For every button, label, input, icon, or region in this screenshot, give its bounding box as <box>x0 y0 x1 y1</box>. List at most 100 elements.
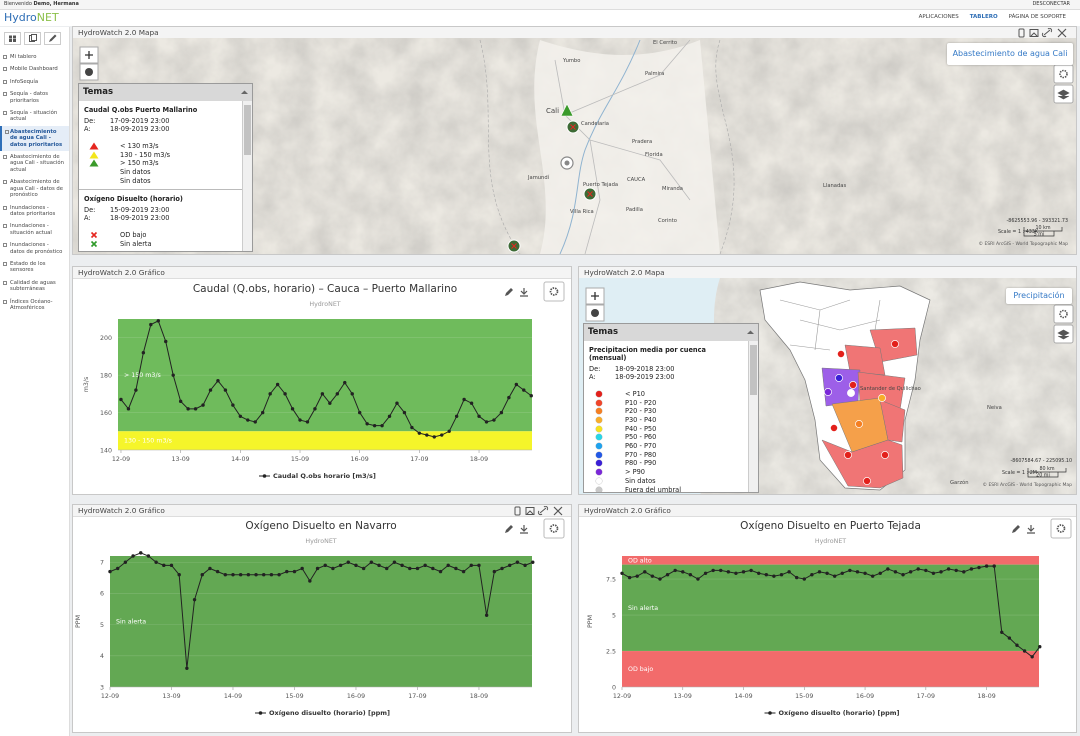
map-coords: -8607584.67 - 225095.10 <box>1011 458 1072 464</box>
panel-tools[interactable] <box>509 506 571 516</box>
band-label: > 150 m3/s <box>124 372 161 379</box>
x-tick-label: 13-09 <box>674 693 692 700</box>
basin-marker[interactable] <box>844 451 852 459</box>
plus-icon <box>85 51 93 59</box>
tool-button[interactable] <box>44 32 61 45</box>
spacer <box>589 382 744 390</box>
caret <box>241 90 248 94</box>
legend-item: Sin alerta <box>88 239 238 248</box>
basin-marker[interactable] <box>849 381 857 389</box>
legend-symbol-box <box>89 159 99 167</box>
map-layer-link[interactable]: Abastecimiento de agua Cali <box>947 43 1073 65</box>
spacer <box>84 223 238 231</box>
series-line <box>119 319 533 439</box>
menu-item[interactable]: Índices Océano-Atmosféricos <box>0 296 69 315</box>
chart-panel: HydroWatch 2.0 Gráfico Oxígeno Disuelto … <box>72 504 572 733</box>
basin-marker[interactable] <box>863 477 871 485</box>
x-tick-label: 18-09 <box>470 693 488 700</box>
panel-tools[interactable] <box>1013 28 1075 38</box>
user-name: Demo, Hermana <box>33 1 79 7</box>
y-tick-label: 160 <box>100 410 112 417</box>
basin-marker[interactable] <box>830 424 838 432</box>
menu-item[interactable]: Abastecimiento de agua Cali - situación … <box>0 151 69 176</box>
download-icon[interactable] <box>520 525 528 534</box>
bands <box>622 556 1039 687</box>
menu-item[interactable]: Abastecimiento de agua Cali - datos prio… <box>0 125 69 152</box>
basin-marker[interactable] <box>837 350 845 358</box>
download-icon[interactable] <box>520 288 528 297</box>
x-tick-label: 17-09 <box>408 693 426 700</box>
layers-icon <box>1057 89 1070 100</box>
menu-item[interactable]: Mobile Dashboard <box>0 63 69 75</box>
menu-item[interactable]: Mi tablero <box>0 51 69 63</box>
scrollbar[interactable] <box>242 101 252 251</box>
basin-marker[interactable] <box>847 389 855 397</box>
settings-button[interactable] <box>543 518 565 539</box>
menu-item[interactable]: Inundaciones - datos prioritarios <box>0 202 69 221</box>
map-tool-button[interactable] <box>1053 304 1074 324</box>
legend-item: P20 - P30 <box>593 407 744 416</box>
date-value: 18-09-2018 23:00 <box>615 365 675 373</box>
menu-item[interactable]: Abastecimiento de agua Cali - datos de p… <box>0 176 69 201</box>
date-value: 17-09-2019 23:00 <box>110 117 170 125</box>
basin-marker[interactable] <box>878 394 886 402</box>
basin-marker[interactable] <box>881 451 889 459</box>
menu-item[interactable]: Calidad de aguas subterráneas <box>0 277 69 296</box>
menu-icon <box>3 67 7 72</box>
map-layer-link[interactable]: Precipitación <box>1006 288 1072 304</box>
legend-symbol <box>595 451 603 459</box>
edit-icon[interactable] <box>505 288 513 296</box>
caret <box>747 330 754 334</box>
tool-button[interactable] <box>24 32 41 45</box>
nav-link[interactable]: PÁGINA DE SOPORTE <box>1008 14 1066 20</box>
legend-label[interactable]: Oxígeno disuelto (horario) [ppm] <box>779 709 900 717</box>
legend-item: P80 - P90 <box>593 459 744 468</box>
logout-link[interactable]: DESCONECTAR <box>1032 1 1070 7</box>
basin-marker[interactable] <box>855 420 863 428</box>
edit-icon[interactable] <box>505 525 513 533</box>
edit-icon[interactable] <box>1012 525 1020 533</box>
settings-button[interactable] <box>1050 518 1072 539</box>
menu-item[interactable]: Sequía - datos prioritarios <box>0 88 69 107</box>
date-label: De: <box>84 206 96 215</box>
top-bar: Bienvenido Demo, Hermana DESCONECTAR <box>0 0 1080 10</box>
legend-label: Sin datos <box>120 168 151 176</box>
basin-marker[interactable] <box>824 388 832 396</box>
globe-icon <box>85 68 93 76</box>
place-label: Candelaria <box>581 121 609 127</box>
basin-marker[interactable] <box>835 374 843 382</box>
scrollbar[interactable] <box>748 341 758 492</box>
legend-item: OD bajo <box>88 231 238 240</box>
menu-item[interactable]: Estado de los sensores <box>0 258 69 277</box>
band <box>622 564 1039 652</box>
logo[interactable]: HydroNET <box>4 11 59 25</box>
date-label: A: <box>589 373 596 382</box>
legend-label: Sin alerta <box>120 239 152 248</box>
map-tool-button[interactable] <box>1053 64 1074 84</box>
legend-date-row: A: 18-09-2019 23:00 <box>84 214 238 222</box>
collapse-icon[interactable] <box>747 330 754 335</box>
tool-button[interactable] <box>4 32 21 45</box>
nav-link[interactable]: TABLERO <box>969 14 998 20</box>
menu-item[interactable]: Sequía - situación actual <box>0 107 69 126</box>
nav-link[interactable]: APLICACIONES <box>918 14 959 20</box>
legend-label: P10 - P20 <box>625 398 657 407</box>
basin-marker[interactable] <box>891 340 899 348</box>
menu-item[interactable]: Inundaciones - datos de pronóstico <box>0 239 69 258</box>
date-value: 18-09-2019 23:00 <box>110 214 170 223</box>
settings-button[interactable] <box>543 281 565 302</box>
gear-icon <box>1056 524 1066 533</box>
legend-label[interactable]: Caudal Q.obs horario [m3/s] <box>273 472 376 480</box>
menu-item[interactable]: InfoSequía <box>0 76 69 88</box>
menu-item[interactable]: Inundaciones - situación actual <box>0 220 69 239</box>
river <box>559 39 641 254</box>
legend-symbol <box>595 459 603 467</box>
collapse-icon[interactable] <box>241 90 248 95</box>
download-icon[interactable] <box>1027 525 1035 534</box>
legend-label[interactable]: Oxígeno disuelto (horario) [ppm] <box>269 709 390 717</box>
menu-icon <box>3 261 7 266</box>
legend-item: > 150 m3/s <box>88 159 238 168</box>
legend-heading: Temas <box>588 327 619 337</box>
x-tick-label: 15-09 <box>795 693 813 700</box>
legend-symbol <box>90 240 98 247</box>
